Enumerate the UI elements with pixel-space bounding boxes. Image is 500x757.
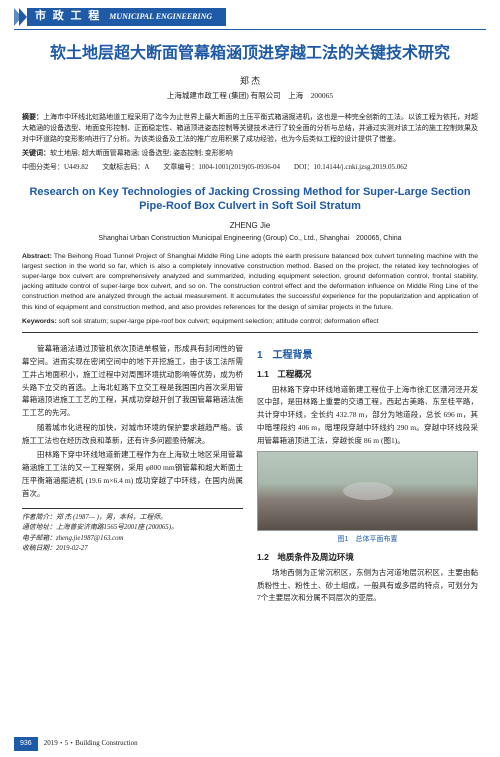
figure-image xyxy=(257,451,478,531)
author-info-line: 电子邮箱：zheng.jie1987@163.com xyxy=(22,534,243,544)
divider xyxy=(22,332,478,333)
author-info-line: 作者简介：郑 杰 (1987— )，男，本科，工程师。 xyxy=(22,513,243,523)
doc-code: A xyxy=(144,163,149,171)
author-info-line: 通信地址：上海普安济南路1565号2001座 (200065)。 xyxy=(22,523,243,533)
abstract-en: Abstract: The Beihong Road Tunnel Projec… xyxy=(22,252,478,313)
section-label: 市 政 工 程 MUNICIPAL ENGINEERING xyxy=(27,8,226,26)
paragraph: 田林路下穿中环线地道新建工程位于上海市徐汇区漕河泾开发区中部，是田林路上重要的交… xyxy=(257,384,478,448)
abstract-cn: 摘要：上海市中环线北虹路地道工程采用了迄今为止世界上最大断面的土压平衡式箱涵掘进… xyxy=(22,112,478,146)
paragraph: 随着城市化进程的加快，对城市环境的保护要求越趋严格。该施工工法也在经历改良和革新… xyxy=(22,422,243,448)
heading-1: 1 工程背景 xyxy=(257,347,478,364)
author-info-line: 收稿日期：2019-02-27 xyxy=(22,544,243,554)
meta-row: 中图分类号：U449.82 文献标志码：A 文章编号：1004-1001(201… xyxy=(22,163,478,173)
doc-code-label: 文献标志码： xyxy=(102,163,144,171)
affiliation-en: Shanghai Urban Construction Municipal En… xyxy=(0,234,500,244)
figure: 图1 总体平面布置 xyxy=(257,451,478,546)
abstract-cn-label: 摘要： xyxy=(22,114,43,121)
heading-2: 1.1 工程概况 xyxy=(257,367,478,381)
issue-info: 2019・5・Building Construction xyxy=(44,739,138,749)
keywords-cn-text: 软土地层; 超大断面管幕箱涵; 设备选型; 姿态控制; 变形影响 xyxy=(50,149,233,157)
column-left: 管幕箱涵法通过顶管机依次顶进单根管，形成具有封闭性的管幕空间。进而实现在密闭空间… xyxy=(22,343,243,607)
clc-label: 中图分类号： xyxy=(22,163,64,171)
title-en: Research on Key Technologies of Jacking … xyxy=(22,185,478,214)
article-no: 1004-1001(2019)05-0936-04 xyxy=(198,163,280,171)
author-info-box: 作者简介：郑 杰 (1987— )，男，本科，工程师。通信地址：上海普安济南路1… xyxy=(22,508,243,554)
divider xyxy=(14,29,486,30)
figure-caption: 图1 总体平面布置 xyxy=(257,534,478,546)
paragraph: 管幕箱涵法通过顶管机依次顶进单根管，形成具有封闭性的管幕空间。进而实现在密闭空间… xyxy=(22,343,243,420)
doi-label: DOI： xyxy=(294,163,313,171)
abstract-en-label: Abstract: xyxy=(22,253,52,260)
author-en: ZHENG Jie xyxy=(0,220,500,231)
keywords-cn-label: 关键词： xyxy=(22,150,50,157)
chevron-icon xyxy=(19,8,27,26)
paragraph: 场地西侧为正常沉积区，东侧为古河道地层沉积区，主要由黏质粉性土、粉性土、砂土组成… xyxy=(257,567,478,605)
heading-2: 1.2 地质条件及周边环境 xyxy=(257,550,478,564)
section-label-cn: 市 政 工 程 xyxy=(35,9,101,24)
keywords-cn: 关键词：软土地层; 超大断面管幕箱涵; 设备选型; 姿态控制; 变形影响 xyxy=(22,149,478,159)
abstract-en-text: The Beihong Road Tunnel Project of Shang… xyxy=(22,253,478,311)
affiliation-cn: 上海城建市政工程 (集团) 有限公司 上海 200065 xyxy=(0,91,500,102)
section-header: 市 政 工 程 MUNICIPAL ENGINEERING xyxy=(14,8,500,26)
section-label-en: MUNICIPAL ENGINEERING xyxy=(109,11,212,22)
article-no-label: 文章编号： xyxy=(163,163,198,171)
column-right: 1 工程背景 1.1 工程概况田林路下穿中环线地道新建工程位于上海市徐汇区漕河泾开… xyxy=(257,343,478,607)
paragraph: 田林路下穿中环线地道新建工程作为在上海软土地区采用管幕箱涵施工工法的又一工程案例… xyxy=(22,449,243,500)
keywords-en-text: soft soil stratum; super-large pipe-roof… xyxy=(57,318,379,325)
clc: U449.82 xyxy=(64,163,88,171)
body-columns: 管幕箱涵法通过顶管机依次顶进单根管，形成具有封闭性的管幕空间。进而实现在密闭空间… xyxy=(22,343,478,607)
keywords-en-label: Keywords: xyxy=(22,318,57,325)
abstract-cn-text: 上海市中环线北虹路地道工程采用了迄今为止世界上最大断面的土压平衡式箱涵掘进机，这… xyxy=(22,113,478,143)
author-cn: 郑 杰 xyxy=(0,75,500,88)
doi: 10.14144/j.cnki.jzsg.2019.05.062 xyxy=(313,163,407,171)
keywords-en: Keywords: soft soil stratum; super-large… xyxy=(22,317,478,327)
title-cn: 软土地层超大断面管幕箱涵顶进穿越工法的关键技术研究 xyxy=(20,44,480,65)
